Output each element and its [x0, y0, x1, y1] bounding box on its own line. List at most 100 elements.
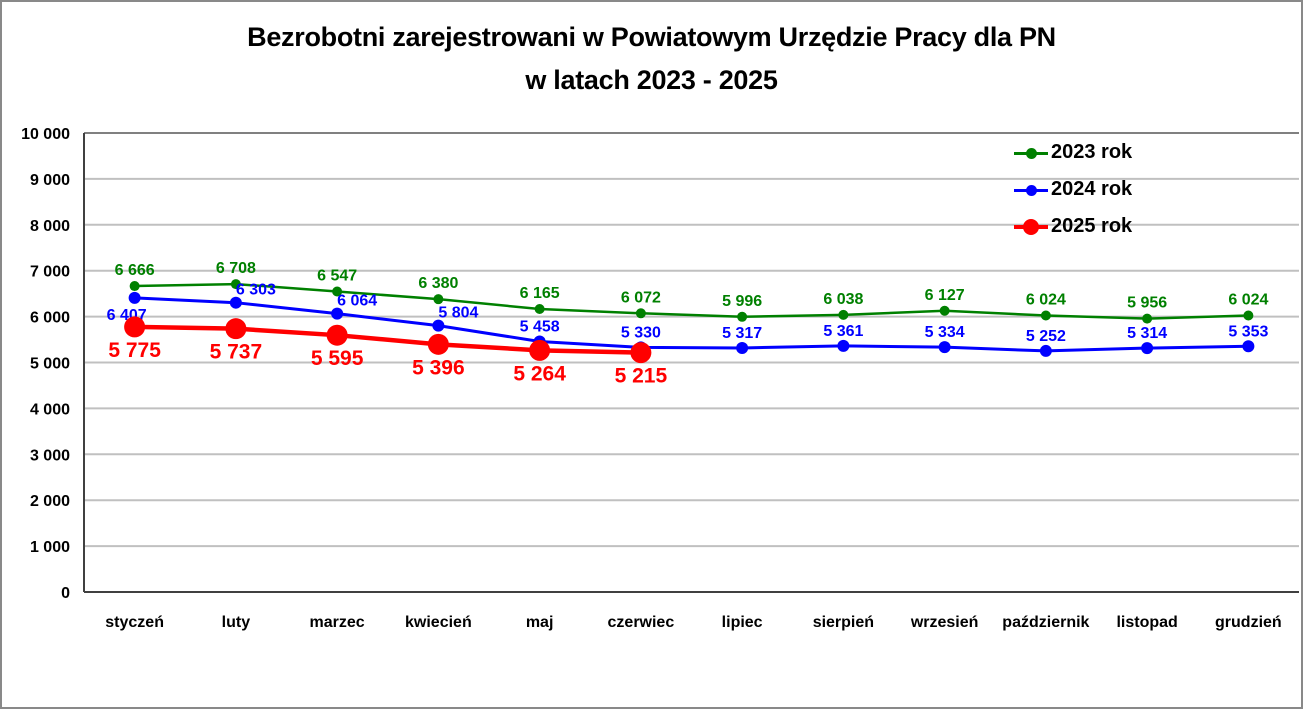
- legend-marker-2023: [1014, 145, 1048, 161]
- legend-item-2025: 2025 rok: [1014, 208, 1184, 245]
- data-label-2024-lipiec: 5 317: [722, 325, 762, 342]
- data-point-2023-grudzień: [1243, 310, 1254, 321]
- legend-label-2024: 2024 rok: [1051, 178, 1133, 200]
- legend-marker-2024: [1014, 182, 1048, 198]
- y-axis-tick-label: 1 000: [30, 539, 70, 556]
- chart-title-line2: w latach 2023 - 2025: [525, 65, 778, 95]
- y-axis-tick-label: 6 000: [30, 310, 70, 327]
- x-axis-tick-label: grudzień: [1215, 614, 1282, 631]
- x-axis-tick-label: październik: [1002, 614, 1089, 631]
- y-axis-tick-label: 2 000: [30, 493, 70, 510]
- data-label-2024-czerwiec: 5 330: [621, 324, 661, 341]
- data-label-2023-wrzesień: 6 127: [925, 287, 965, 304]
- data-point-2024-lipiec: [736, 341, 749, 354]
- dot-marker-icon: [1023, 218, 1039, 235]
- data-label-2023-kwiecień: 6 380: [418, 275, 458, 292]
- data-point-2024-wrzesień: [938, 341, 951, 354]
- data-point-2024-sierpień: [837, 339, 850, 352]
- data-label-2023-grudzień: 6 024: [1228, 291, 1268, 308]
- data-point-2024-październik: [1039, 344, 1052, 357]
- data-label-2023-październik: 6 024: [1026, 291, 1066, 308]
- data-label-2023-listopad: 5 956: [1127, 295, 1167, 312]
- data-label-2024-wrzesień: 5 334: [925, 324, 965, 341]
- series-line-2025-rok: [134, 324, 641, 355]
- series-line-2024-rok: [134, 296, 1249, 353]
- data-point-2023-sierpień: [838, 309, 849, 320]
- data-label-2024-październik: 5 252: [1026, 328, 1066, 345]
- y-axis-tick-label: 8 000: [30, 218, 70, 235]
- x-axis-tick-label: kwiecień: [405, 614, 472, 631]
- data-point-2025-czerwiec: [630, 342, 652, 364]
- legend-marker-2025: [1014, 218, 1048, 235]
- data-point-2023-październik: [1040, 310, 1051, 321]
- data-label-2023-sierpień: 6 038: [823, 291, 863, 308]
- data-label-2025-czerwiec: 5 215: [615, 365, 668, 388]
- data-point-2023-czerwiec: [635, 308, 646, 319]
- data-label-2024-maj: 5 458: [520, 318, 560, 335]
- y-axis-tick-label: 10 000: [21, 126, 70, 143]
- legend-label-2023: 2023 rok: [1051, 141, 1133, 163]
- x-axis-tick-label: luty: [222, 614, 251, 631]
- series-line-2023-rok: [134, 282, 1249, 320]
- data-point-2025-kwiecień: [427, 333, 449, 355]
- data-label-2023-luty: 6 708: [216, 260, 256, 277]
- x-axis-tick-label: styczeń: [105, 614, 164, 631]
- y-axis-tick-label: 9 000: [30, 172, 70, 189]
- x-axis-tick-label: maj: [526, 614, 554, 631]
- data-label-2023-styczeń: 6 666: [115, 262, 155, 279]
- y-axis-tick-label: 4 000: [30, 401, 70, 418]
- data-point-2025-luty: [225, 318, 247, 340]
- data-label-2025-kwiecień: 5 396: [412, 356, 465, 379]
- legend: 2023 rok 2024 rok 2025 rok: [1014, 134, 1184, 245]
- data-point-2024-marzec: [331, 307, 344, 320]
- x-axis-tick-label: lipiec: [722, 614, 763, 631]
- data-point-2025-maj: [529, 339, 551, 361]
- data-label-2024-marzec: 6 064: [337, 293, 377, 310]
- x-axis-tick-label: czerwiec: [608, 614, 675, 631]
- data-point-2023-wrzesień: [939, 305, 950, 316]
- data-label-2024-grudzień: 5 353: [1228, 323, 1268, 340]
- y-axis-tick-label: 0: [61, 585, 70, 602]
- data-point-2024-kwiecień: [432, 319, 445, 332]
- data-point-2023-kwiecień: [433, 294, 444, 305]
- x-axis-tick-label: marzec: [310, 614, 365, 631]
- x-axis-tick-label: listopad: [1116, 614, 1177, 631]
- dot-marker-icon: [1026, 147, 1037, 159]
- data-label-2025-maj: 5 264: [513, 362, 566, 385]
- data-label-2025-styczeń: 5 775: [108, 339, 161, 362]
- data-point-2023-maj: [534, 304, 545, 315]
- data-label-2024-luty: 6 303: [236, 282, 276, 299]
- data-label-2023-czerwiec: 6 072: [621, 289, 661, 306]
- legend-label-2025: 2025 rok: [1051, 215, 1133, 237]
- data-label-2024-listopad: 5 314: [1127, 325, 1167, 342]
- legend-item-2024: 2024 rok: [1014, 171, 1184, 208]
- data-point-2025-styczeń: [124, 316, 146, 338]
- data-label-2025-luty: 5 737: [210, 341, 263, 364]
- data-point-2024-listopad: [1141, 342, 1154, 355]
- y-axis-tick-label: 5 000: [30, 356, 70, 373]
- y-axis-tick-label: 3 000: [30, 447, 70, 464]
- data-label-2023-maj: 6 165: [520, 285, 560, 302]
- data-point-2023-luty: [230, 279, 241, 290]
- legend-item-2023: 2023 rok: [1014, 134, 1184, 171]
- data-point-2025-marzec: [326, 324, 348, 346]
- x-axis-tick-label: sierpień: [813, 614, 874, 631]
- data-label-2024-sierpień: 5 361: [823, 323, 863, 340]
- data-label-2023-marzec: 6 547: [317, 267, 357, 284]
- data-label-2023-lipiec: 5 996: [722, 293, 762, 310]
- data-point-2024-luty: [229, 296, 242, 309]
- chart-title: Bezrobotni zarejestrowani w Powiatowym U…: [2, 16, 1301, 102]
- data-point-2024-styczeń: [128, 291, 141, 304]
- dot-marker-icon: [1026, 184, 1037, 196]
- data-point-2023-listopad: [1142, 313, 1153, 324]
- data-point-2024-grudzień: [1242, 340, 1255, 353]
- data-point-2023-styczeń: [129, 281, 140, 292]
- y-axis-tick-label: 7 000: [30, 264, 70, 281]
- chart-title-line1: Bezrobotni zarejestrowani w Powiatowym U…: [247, 22, 1056, 52]
- data-point-2023-marzec: [332, 286, 343, 297]
- data-label-2024-kwiecień: 5 804: [438, 305, 478, 322]
- x-axis-tick-label: wrzesień: [910, 614, 979, 631]
- data-label-2025-marzec: 5 595: [311, 347, 364, 370]
